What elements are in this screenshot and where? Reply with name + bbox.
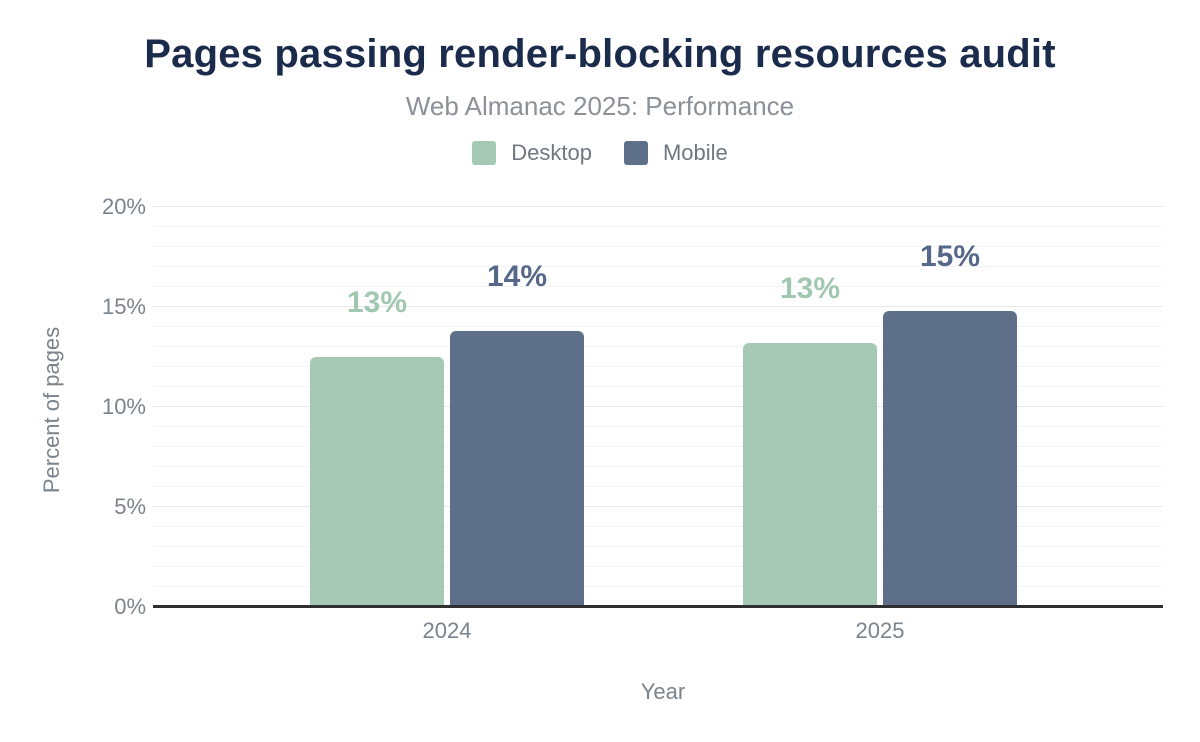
- bar-desktop-2024[interactable]: [310, 357, 444, 607]
- x-axis-title: Year: [640, 679, 686, 704]
- legend-label-desktop: Desktop: [511, 140, 592, 165]
- y-tick-label: 10%: [101, 394, 146, 419]
- legend-item-mobile[interactable]: Mobile: [623, 140, 728, 166]
- bar-mobile-2025[interactable]: [883, 311, 1017, 607]
- legend: Desktop Mobile: [0, 140, 1200, 166]
- gridline: [153, 366, 1163, 367]
- value-label-desktop-2024: 13%: [346, 286, 408, 319]
- legend-item-desktop[interactable]: Desktop: [472, 140, 592, 166]
- gridline: [153, 426, 1163, 427]
- y-tick-label: 5%: [114, 494, 146, 519]
- chart-title: Pages passing render-blocking resources …: [144, 32, 1056, 76]
- chart-subtitle: Web Almanac 2025: Performance: [405, 91, 795, 121]
- plot-area: 13% 14% 13% 15%: [153, 206, 1163, 607]
- bar-desktop-2025[interactable]: [743, 343, 877, 607]
- gridline: [153, 566, 1163, 567]
- gridline: [153, 466, 1163, 467]
- x-tick-label-2025: 2025: [855, 618, 905, 643]
- y-tick-label: 20%: [101, 194, 146, 219]
- x-tick-label-2024: 2024: [422, 618, 472, 643]
- y-tick-label: 0%: [114, 594, 146, 619]
- y-tick-label: 15%: [101, 294, 146, 319]
- gridline: [153, 446, 1163, 447]
- gridline: [153, 266, 1163, 267]
- value-label-desktop-2025: 13%: [779, 272, 841, 305]
- gridline: [153, 506, 1163, 507]
- value-label-mobile-2024: 14%: [486, 260, 548, 293]
- value-label-mobile-2025: 15%: [919, 240, 981, 273]
- gridline: [153, 486, 1163, 487]
- gridline: [153, 206, 1163, 207]
- gridline: [153, 326, 1163, 327]
- gridline: [153, 246, 1163, 247]
- gridline: [153, 346, 1163, 347]
- gridline: [153, 306, 1163, 307]
- gridline: [153, 286, 1163, 287]
- desktop-swatch-icon: [472, 141, 497, 165]
- x-axis-line: [153, 605, 1163, 608]
- gridline: [153, 586, 1163, 587]
- gridline: [153, 526, 1163, 527]
- gridline: [153, 226, 1163, 227]
- legend-label-mobile: Mobile: [662, 140, 728, 165]
- mobile-swatch-icon: [623, 141, 648, 165]
- gridline: [153, 406, 1163, 407]
- gridline: [153, 546, 1163, 547]
- bar-mobile-2024[interactable]: [450, 331, 584, 607]
- gridline: [153, 386, 1163, 387]
